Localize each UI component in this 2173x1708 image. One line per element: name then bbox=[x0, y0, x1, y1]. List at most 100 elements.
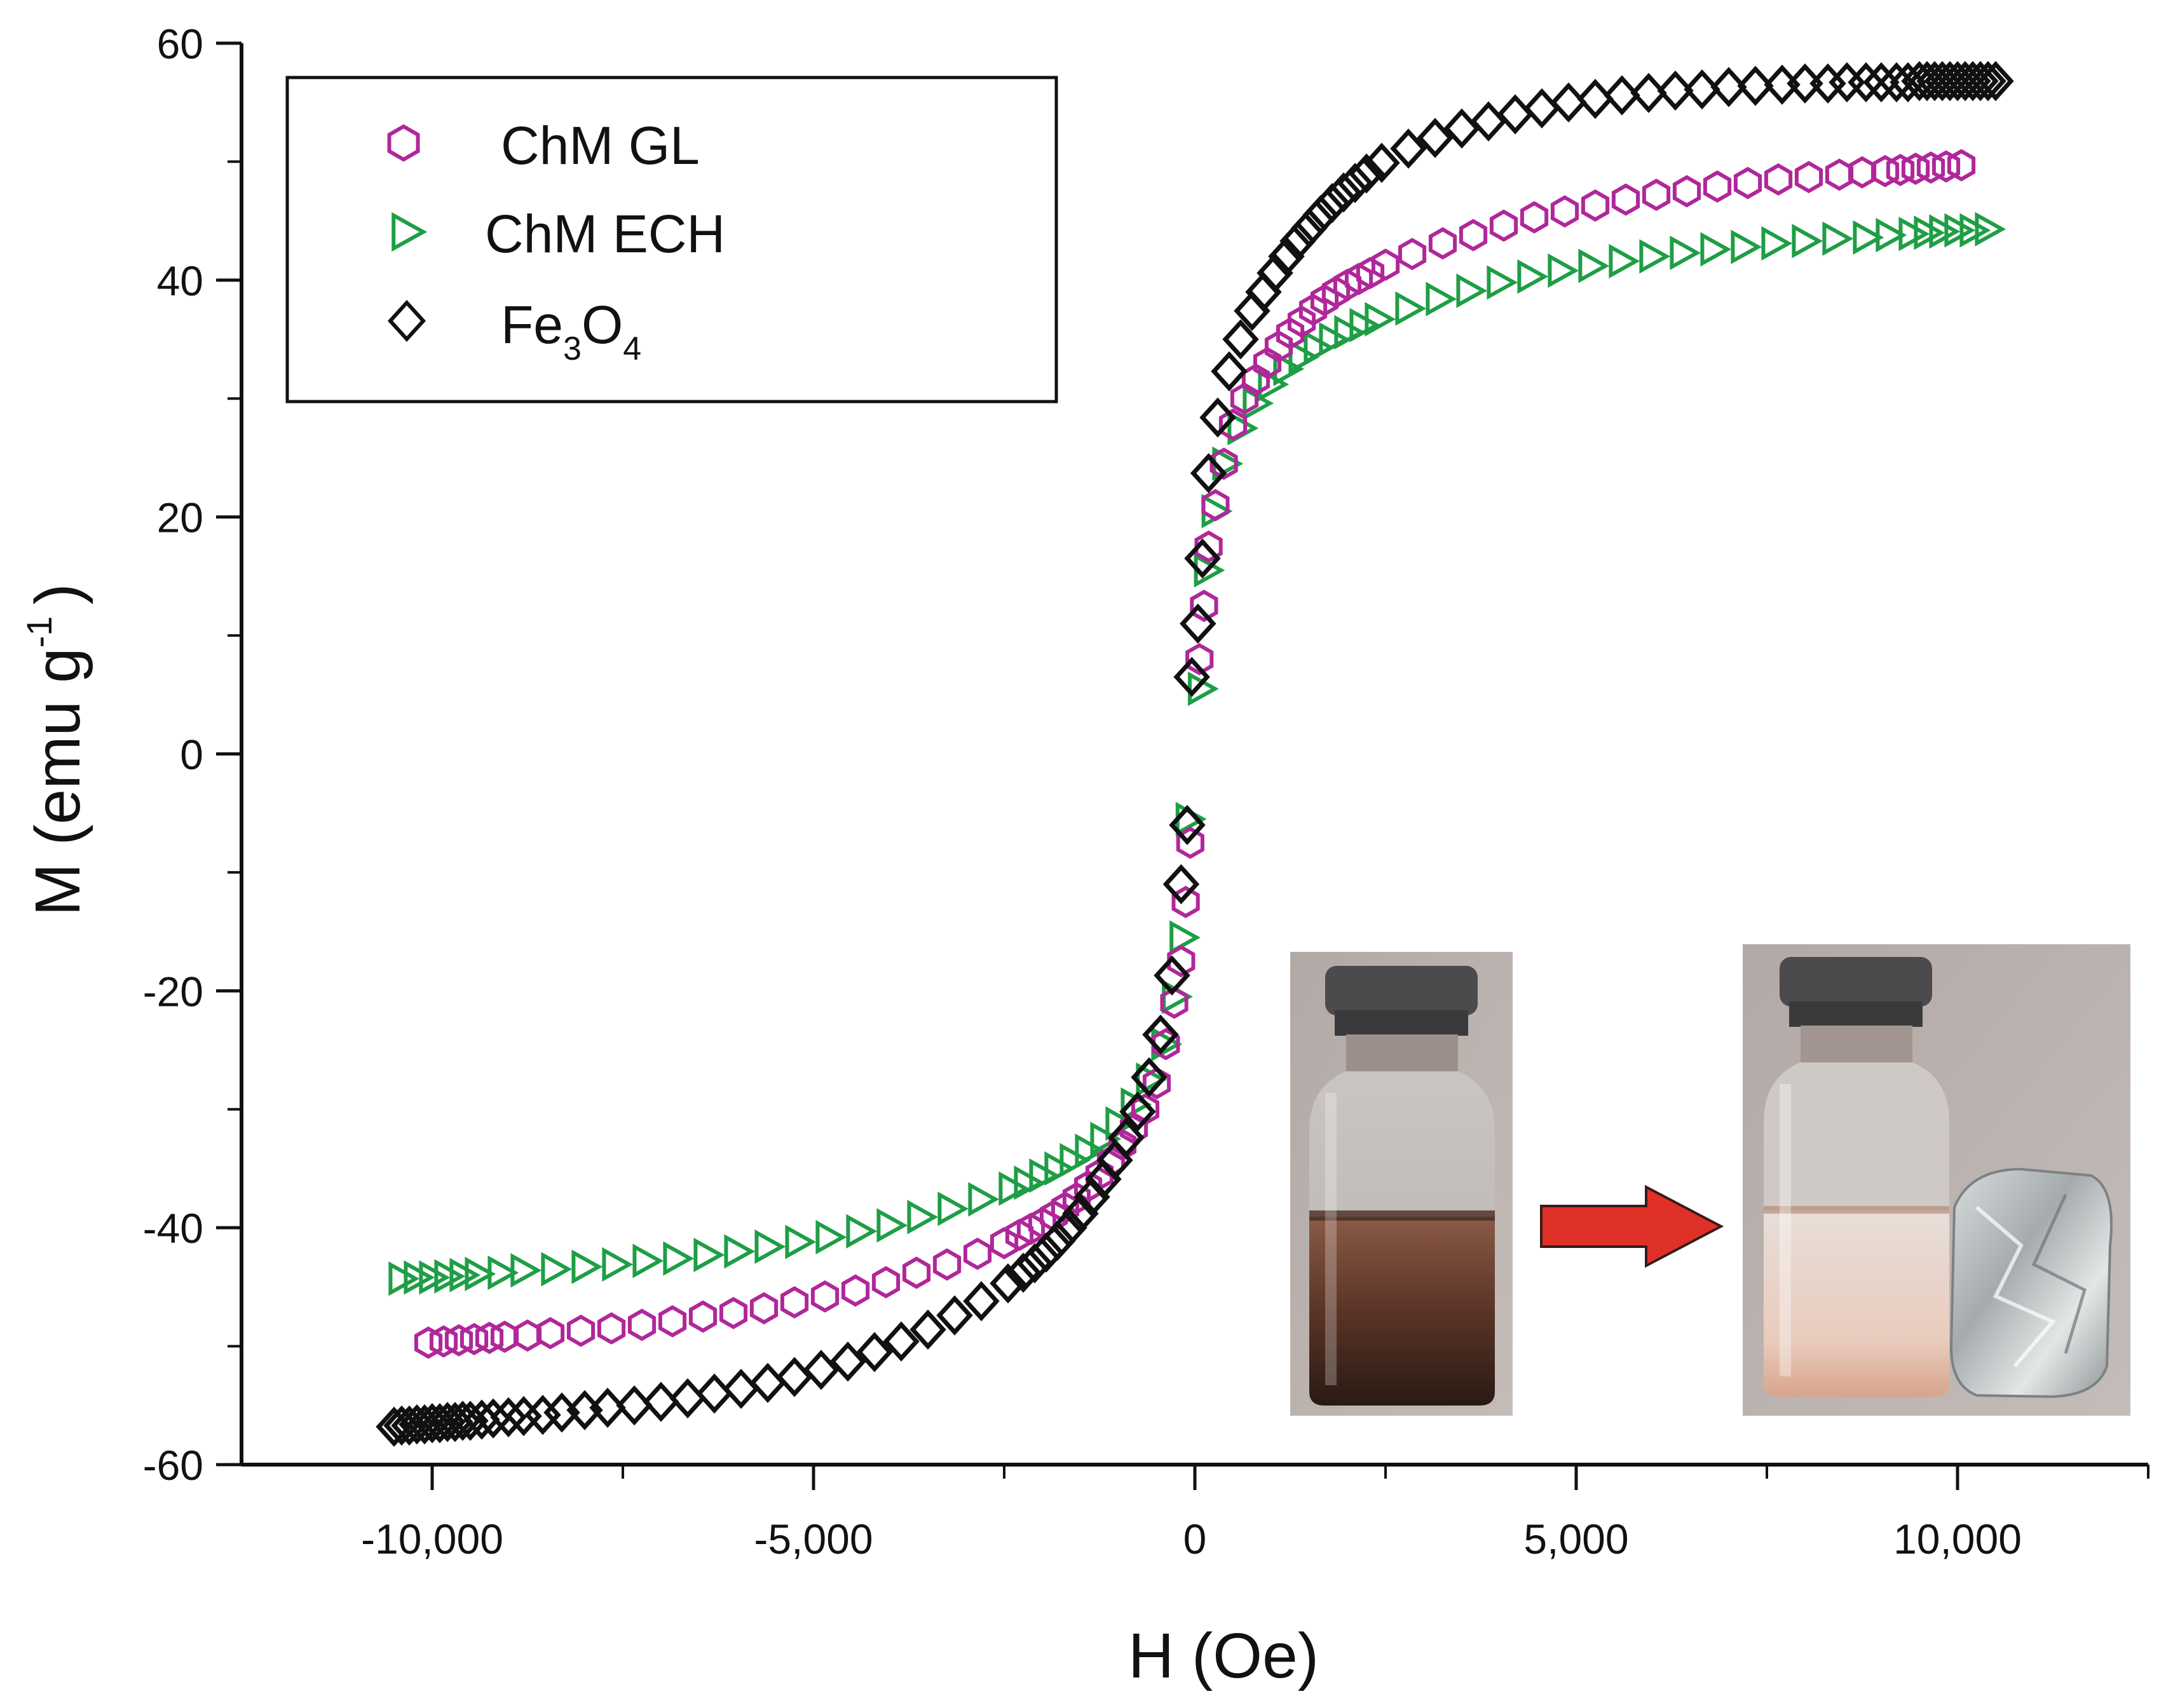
y-tick-label: 20 bbox=[157, 494, 203, 541]
data-point bbox=[1487, 265, 1518, 300]
y-axis-title: M (emu g-1) bbox=[19, 583, 93, 916]
data-point bbox=[1334, 315, 1366, 349]
data-point bbox=[1142, 1014, 1179, 1055]
data-point bbox=[1005, 1252, 1042, 1293]
data-point bbox=[1287, 305, 1316, 338]
data-point bbox=[1578, 248, 1610, 283]
data-point bbox=[1876, 217, 1907, 253]
data-point bbox=[1211, 351, 1248, 391]
data-point bbox=[510, 1253, 542, 1288]
data-point bbox=[1417, 118, 1454, 158]
data-point bbox=[696, 1373, 733, 1414]
data-point bbox=[437, 1402, 473, 1442]
data-point bbox=[1162, 864, 1200, 905]
data-point bbox=[1062, 1182, 1091, 1215]
data-point bbox=[1108, 1117, 1145, 1158]
legend-symbol bbox=[387, 124, 420, 162]
legend-label-fe3o4: Fe3O4 bbox=[501, 295, 641, 367]
data-point bbox=[810, 1280, 840, 1313]
vial-photo-after bbox=[1743, 944, 2130, 1416]
y-tick-label: 40 bbox=[157, 257, 203, 304]
data-point bbox=[1051, 1207, 1087, 1248]
data-point bbox=[1550, 82, 1587, 123]
y-tick-label: 0 bbox=[180, 731, 203, 778]
data-point bbox=[627, 1308, 657, 1341]
data-point bbox=[1901, 152, 1930, 186]
data-point bbox=[1975, 212, 2006, 247]
data-point bbox=[749, 1292, 779, 1325]
data-point bbox=[1190, 590, 1218, 622]
data-point bbox=[460, 1322, 489, 1355]
data-point bbox=[1428, 227, 1457, 260]
data-point bbox=[902, 1256, 931, 1289]
data-point bbox=[602, 1247, 634, 1282]
data-point bbox=[815, 1219, 847, 1255]
data-point bbox=[1642, 179, 1671, 212]
data-point bbox=[1176, 826, 1204, 859]
data-point bbox=[1365, 302, 1396, 337]
data-point bbox=[1914, 215, 1945, 250]
data-point bbox=[1672, 175, 1701, 208]
data-point bbox=[1363, 142, 1400, 183]
data-point bbox=[1577, 79, 1614, 119]
data-point bbox=[1131, 1057, 1168, 1098]
y-tick-label: -60 bbox=[143, 1442, 203, 1489]
data-point bbox=[1152, 1027, 1180, 1061]
data-point bbox=[1523, 88, 1560, 129]
data-point bbox=[749, 1362, 786, 1403]
data-point bbox=[780, 1286, 809, 1319]
data-point bbox=[1028, 1232, 1065, 1273]
y-axis-title-close: ) bbox=[22, 583, 93, 604]
data-point bbox=[1173, 656, 1210, 697]
legend-symbol bbox=[392, 212, 428, 252]
data-point bbox=[776, 1357, 813, 1397]
data-point bbox=[1733, 166, 1762, 200]
data-point bbox=[1304, 330, 1335, 365]
data-point bbox=[856, 1332, 893, 1372]
data-point bbox=[536, 1317, 565, 1350]
data-point bbox=[1185, 642, 1214, 675]
data-point bbox=[1639, 239, 1671, 274]
data-point bbox=[1160, 986, 1189, 1019]
data-point bbox=[1044, 1151, 1076, 1186]
data-point bbox=[1794, 161, 1823, 194]
y-tick-label: -40 bbox=[143, 1205, 203, 1252]
y-axis-title-main: M (emu g bbox=[22, 647, 93, 916]
data-point bbox=[1630, 72, 1667, 113]
data-point bbox=[1390, 128, 1427, 169]
data-point bbox=[871, 1266, 901, 1299]
legend: ChM GL ChM ECH Fe3O4 bbox=[285, 76, 1058, 403]
data-point bbox=[1194, 530, 1223, 563]
data-point bbox=[1703, 170, 1732, 203]
data-point bbox=[1199, 397, 1236, 438]
data-point bbox=[463, 1399, 500, 1440]
data-point bbox=[1062, 1193, 1099, 1234]
data-point bbox=[1731, 229, 1762, 264]
data-point bbox=[1291, 208, 1328, 248]
data-point bbox=[1550, 195, 1579, 228]
data-point bbox=[1268, 236, 1305, 277]
data-point bbox=[693, 1237, 725, 1273]
data-point bbox=[475, 1398, 512, 1439]
data-point bbox=[663, 1241, 695, 1276]
data-point bbox=[419, 1260, 451, 1295]
data-point bbox=[1870, 154, 1900, 187]
data-point bbox=[1489, 209, 1518, 242]
data-point bbox=[490, 1397, 527, 1438]
data-point bbox=[632, 1244, 664, 1278]
data-point bbox=[597, 1312, 626, 1345]
data-point bbox=[1276, 317, 1305, 350]
data-point bbox=[1764, 163, 1793, 196]
data-point bbox=[1371, 248, 1400, 281]
y-axis-title-superscript: -1 bbox=[19, 616, 59, 648]
legend-marker-fe3o4 bbox=[387, 299, 426, 342]
y-tick-label: 60 bbox=[157, 20, 203, 67]
data-point bbox=[1073, 1170, 1103, 1203]
data-point bbox=[1016, 1243, 1053, 1284]
data-point bbox=[513, 1319, 542, 1352]
data-point bbox=[1258, 367, 1290, 402]
data-point bbox=[1344, 262, 1373, 295]
legend-symbol bbox=[387, 299, 426, 342]
data-point bbox=[1273, 351, 1305, 386]
data-point bbox=[1581, 189, 1610, 222]
